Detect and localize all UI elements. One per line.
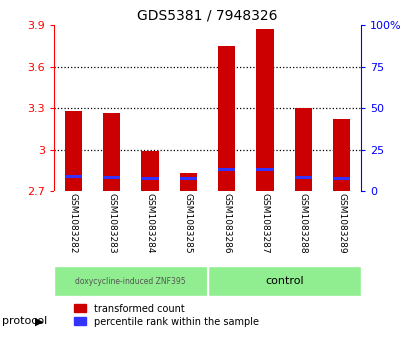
Bar	[141, 151, 159, 191]
Text: GSM1083283: GSM1083283	[107, 193, 116, 254]
Text: GSM1083286: GSM1083286	[222, 193, 231, 254]
Title: GDS5381 / 7948326: GDS5381 / 7948326	[137, 9, 278, 23]
Bar	[180, 177, 197, 180]
Bar	[64, 175, 82, 178]
Text: GSM1083288: GSM1083288	[299, 193, 308, 254]
Text: control: control	[265, 276, 304, 286]
Bar	[218, 46, 235, 191]
Bar	[64, 111, 82, 191]
Bar	[141, 177, 159, 180]
Bar	[295, 108, 312, 191]
Bar	[103, 113, 120, 191]
Bar	[295, 176, 312, 179]
Bar	[333, 177, 351, 180]
Bar	[256, 168, 274, 171]
Bar	[180, 173, 197, 191]
Bar	[218, 168, 235, 171]
Bar	[208, 266, 361, 296]
Text: ▶: ▶	[35, 316, 44, 326]
Text: GSM1083289: GSM1083289	[337, 193, 347, 254]
Text: GSM1083285: GSM1083285	[184, 193, 193, 254]
Text: GSM1083284: GSM1083284	[145, 193, 154, 254]
Bar	[54, 266, 208, 296]
Text: GSM1083287: GSM1083287	[261, 193, 270, 254]
Bar	[256, 29, 274, 191]
Text: GSM1083282: GSM1083282	[68, 193, 78, 254]
Text: doxycycline-induced ZNF395: doxycycline-induced ZNF395	[76, 277, 186, 286]
Legend: transformed count, percentile rank within the sample: transformed count, percentile rank withi…	[74, 304, 259, 327]
Text: protocol: protocol	[2, 316, 47, 326]
Bar	[333, 119, 351, 191]
Bar	[103, 176, 120, 179]
